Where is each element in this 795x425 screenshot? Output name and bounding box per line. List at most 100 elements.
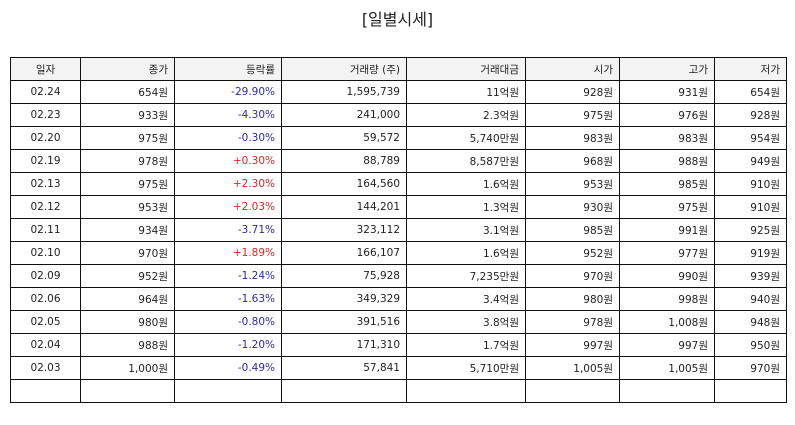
cell-change: +2.30% [174,172,282,196]
cell-open: 928원 [525,80,620,104]
cell-change: -29.90% [174,80,282,104]
cell-high: 988원 [619,149,715,173]
cell-change: -3.71% [174,218,282,242]
cell-low [714,379,787,403]
cell-open: 952원 [525,241,620,265]
cell-date: 02.19 [10,149,81,173]
column-header-open: 시가 [525,57,620,81]
cell-volume: 59,572 [281,126,407,150]
cell-open: 985원 [525,218,620,242]
cell-high: 1,005원 [619,356,715,380]
cell-open: 953원 [525,172,620,196]
cell-amount: 3.1억원 [406,218,526,242]
cell-change [174,379,282,403]
cell-volume: 1,595,739 [281,80,407,104]
cell-open: 975원 [525,103,620,127]
column-header-high: 고가 [619,57,715,81]
column-header-close: 종가 [80,57,175,81]
cell-low: 949원 [714,149,787,173]
cell-close: 952원 [80,264,175,288]
cell-close: 1,000원 [80,356,175,380]
cell-close: 975원 [80,172,175,196]
cell-low: 910원 [714,172,787,196]
cell-amount [406,379,526,403]
cell-change: +0.30% [174,149,282,173]
cell-volume: 75,928 [281,264,407,288]
table-row: 02.11 934원 -3.71% 323,112 3.1억원 985원 991원 925원 [10,218,787,242]
cell-date [10,379,81,403]
cell-change: -0.49% [174,356,282,380]
cell-open: 1,005원 [525,356,620,380]
cell-high: 985원 [619,172,715,196]
cell-low: 939원 [714,264,787,288]
cell-change: -4.30% [174,103,282,127]
page-title: [일별시세] [361,10,434,29]
cell-volume: 144,201 [281,195,407,219]
table-row: 02.09 952원 -1.24% 75,928 7,235만원 970원 990원 939원 [10,264,787,288]
cell-open: 978원 [525,310,620,334]
cell-close: 933원 [80,103,175,127]
column-header-change: 등락률 [174,57,282,81]
table-row: 02.24 654원 -29.90% 1,595,739 11억원 928원 931원 654… [10,80,787,104]
cell-high: 998원 [619,287,715,311]
cell-amount: 5,710만원 [406,356,526,380]
cell-high: 991원 [619,218,715,242]
cell-high: 990원 [619,264,715,288]
table-row: 02.13 975원 +2.30% 164,560 1.6억원 953원 985원 910원 [10,172,787,196]
table-row: 02.06 964원 -1.63% 349,329 3.4억원 980원 998원 940원 [10,287,787,311]
cell-date: 02.10 [10,241,81,265]
cell-date: 02.24 [10,80,81,104]
cell-high: 931원 [619,80,715,104]
cell-amount: 5,740만원 [406,126,526,150]
cell-low: 919원 [714,241,787,265]
cell-date: 02.13 [10,172,81,196]
cell-low: 950원 [714,333,787,357]
cell-volume [281,379,407,403]
cell-volume: 88,789 [281,149,407,173]
cell-low: 940원 [714,287,787,311]
cell-high: 975원 [619,195,715,219]
table-header-row: 일자 종가 등락률 거래량 (주) 거래대금 시가 고가 저가 [10,57,787,81]
cell-volume: 166,107 [281,241,407,265]
cell-date: 02.23 [10,103,81,127]
table-row: 02.12 953원 +2.03% 144,201 1.3억원 930원 975원 910원 [10,195,787,219]
table-row: 02.10 970원 +1.89% 166,107 1.6억원 952원 977원 919원 [10,241,787,265]
cell-close: 988원 [80,333,175,357]
cell-high: 983원 [619,126,715,150]
cell-open: 980원 [525,287,620,311]
cell-low: 954원 [714,126,787,150]
cell-high: 977원 [619,241,715,265]
column-header-amount: 거래대금 [406,57,526,81]
cell-open [525,379,620,403]
cell-amount: 7,235만원 [406,264,526,288]
cell-close: 975원 [80,126,175,150]
cell-date: 02.03 [10,356,81,380]
cell-volume: 391,516 [281,310,407,334]
cell-open: 968원 [525,149,620,173]
cell-high: 976원 [619,103,715,127]
cell-open: 997원 [525,333,620,357]
cell-close: 964원 [80,287,175,311]
table-row [10,379,787,403]
cell-high: 997원 [619,333,715,357]
cell-low: 928원 [714,103,787,127]
cell-open: 983원 [525,126,620,150]
column-header-date: 일자 [10,57,81,81]
cell-low: 654원 [714,80,787,104]
cell-change: +2.03% [174,195,282,219]
table-row: 02.23 933원 -4.30% 241,000 2.3억원 975원 976원 928원 [10,103,787,127]
cell-change: -1.63% [174,287,282,311]
cell-change: -1.24% [174,264,282,288]
cell-date: 02.09 [10,264,81,288]
cell-amount: 1.3억원 [406,195,526,219]
cell-date: 02.05 [10,310,81,334]
cell-date: 02.20 [10,126,81,150]
cell-amount: 1.6억원 [406,172,526,196]
cell-close: 953원 [80,195,175,219]
table-row: 02.03 1,000원 -0.49% 57,841 5,710만원 1,005원 1,00… [10,356,787,380]
cell-date: 02.12 [10,195,81,219]
cell-amount: 11억원 [406,80,526,104]
cell-amount: 3.8억원 [406,310,526,334]
cell-change: +1.89% [174,241,282,265]
daily-price-table: 일자 종가 등락률 거래량 (주) 거래대금 시가 고가 저가 02.24 654… [10,57,787,403]
